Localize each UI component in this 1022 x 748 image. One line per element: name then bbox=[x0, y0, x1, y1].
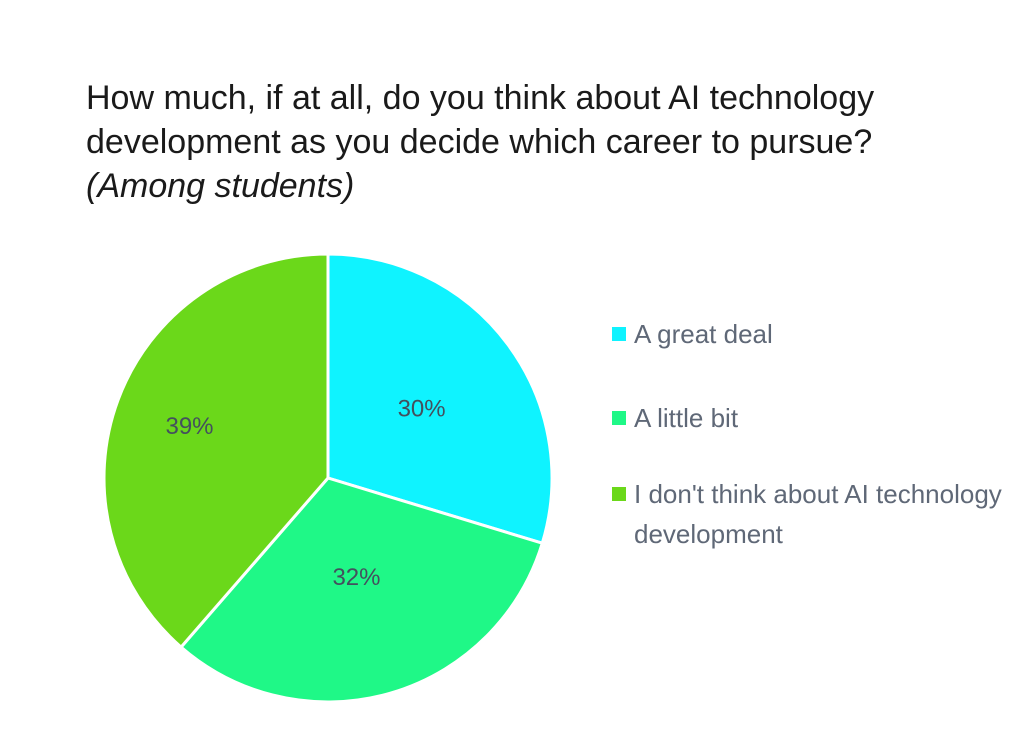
pie-slices bbox=[102, 252, 554, 704]
legend-swatch-a-great-deal bbox=[612, 327, 626, 341]
legend: A great deal A little bit I don't think … bbox=[612, 314, 1002, 554]
legend-item-dont-think: I don't think about AI technology develo… bbox=[612, 474, 1002, 554]
legend-label-a-little-bit: A little bit bbox=[634, 403, 739, 433]
legend-label-a-great-deal: A great deal bbox=[634, 319, 773, 349]
pie-data-labels: 30% 32% 39% bbox=[165, 396, 445, 591]
pie-slice-dont-think bbox=[102, 252, 330, 650]
chart-title-line-2: development as you decide which career t… bbox=[86, 123, 873, 161]
legend-swatch-dont-think bbox=[612, 487, 626, 501]
pie-slice-a-great-deal bbox=[326, 252, 554, 546]
chart-subtitle: (Among students) bbox=[86, 167, 355, 205]
legend-item-a-little-bit: A little bit bbox=[612, 398, 1002, 438]
data-label-a-little-bit: 32% bbox=[332, 564, 380, 591]
data-label-dont-think: 39% bbox=[165, 413, 213, 440]
chart-title-line-1: How much, if at all, do you think about … bbox=[86, 79, 875, 117]
data-label-a-great-deal: 30% bbox=[398, 396, 446, 423]
pie-slice-a-little-bit bbox=[178, 476, 545, 704]
chart-title: How much, if at all, do you think about … bbox=[86, 76, 986, 208]
legend-label-dont-think: I don't think about AI technology develo… bbox=[634, 479, 1002, 549]
legend-item-a-great-deal: A great deal bbox=[612, 314, 1002, 354]
legend-swatch-a-little-bit bbox=[612, 411, 626, 425]
